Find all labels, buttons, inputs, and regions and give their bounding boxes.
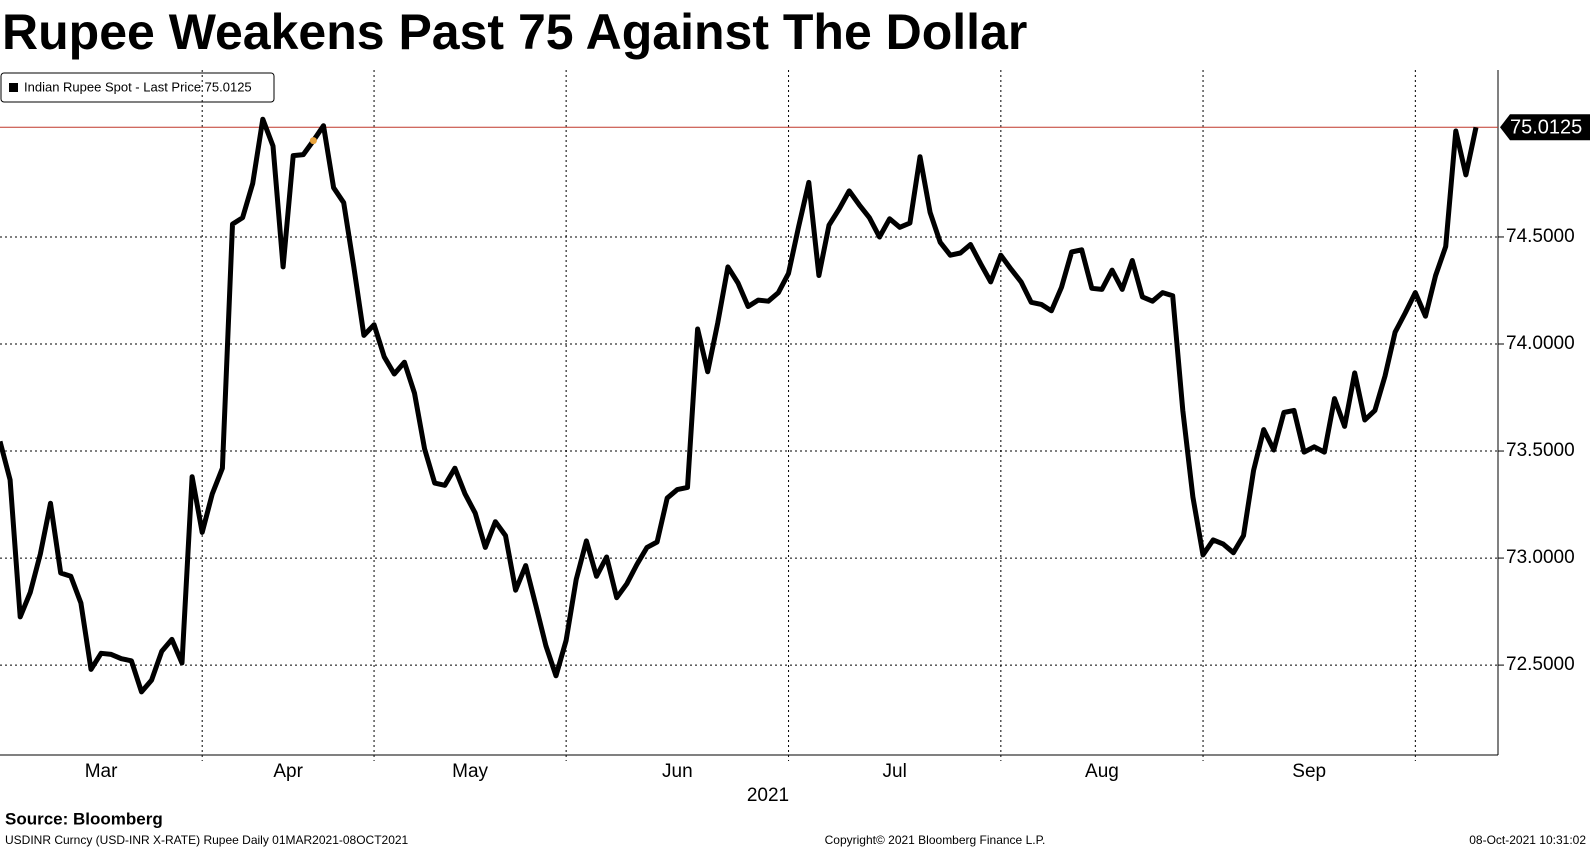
x-tick-label: Jun [662, 761, 693, 782]
x-tick-label: Mar [85, 761, 118, 782]
x-tick-label: Aug [1085, 761, 1119, 782]
legend-box [0, 72, 275, 103]
y-tick-label: 74.5000 [1506, 226, 1575, 247]
series-line [0, 116, 1479, 695]
chart-title: Rupee Weakens Past 75 Against The Dollar [2, 4, 1027, 60]
last-price-label: 75.0125 [1510, 117, 1582, 139]
footer-left: USDINR Curncy (USD-INR X-RATE) Rupee Dai… [5, 833, 409, 847]
highlight-point [309, 137, 317, 145]
y-tick-label: 72.5000 [1506, 654, 1575, 675]
x-tick-label: Jul [883, 761, 907, 782]
y-tick-label: 74.0000 [1506, 333, 1575, 354]
y-tick-label: 73.0000 [1506, 547, 1575, 568]
y-tick-label: 73.5000 [1506, 440, 1575, 461]
last-price-tag [1500, 114, 1590, 141]
legend-swatch [9, 83, 18, 92]
source: Source: Bloomberg [5, 809, 163, 828]
x-tick-label: Sep [1292, 761, 1326, 782]
x-axis-label: 2021 [747, 785, 789, 806]
x-tick-label: Apr [273, 761, 303, 782]
x-tick-label: May [452, 761, 488, 782]
footer-right: 08-Oct-2021 10:31:02 [1469, 833, 1586, 847]
footer-center: Copyright© 2021 Bloomberg Finance L.P. [825, 833, 1046, 847]
legend-label: Indian Rupee Spot - Last Price 75.0125 [24, 79, 252, 94]
